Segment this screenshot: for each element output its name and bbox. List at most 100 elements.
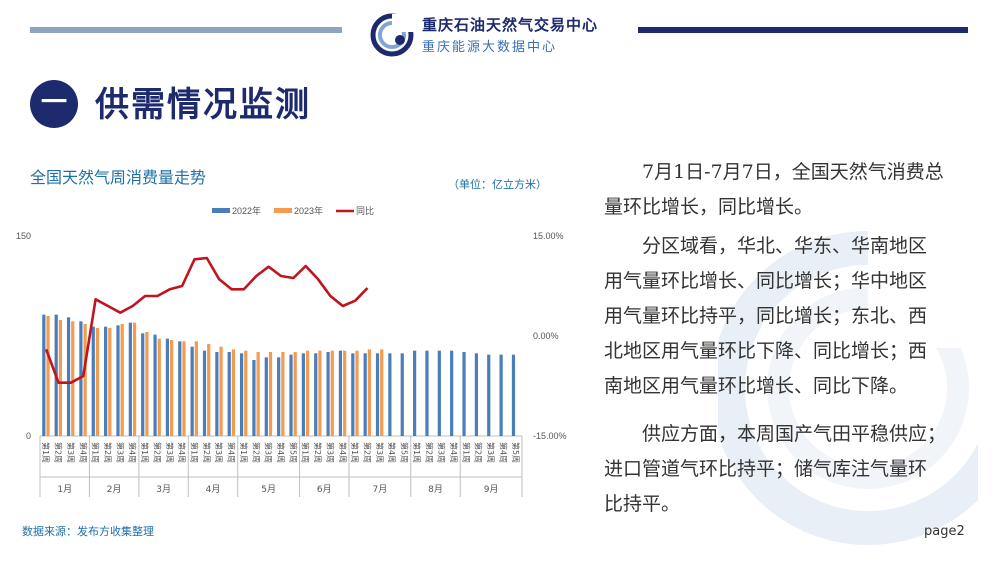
x-tick-week: 第1周: [461, 442, 471, 463]
bar-2023年: [194, 341, 198, 436]
text-block-regional: 分区域看，华北、华东、华南地区 用气量环比增长、同比增长；华中地区 用气量环比持…: [604, 229, 974, 404]
text-line: 7月1日-7月7日，全国天然气消费总: [642, 161, 944, 183]
x-tick-week: 第1周: [301, 442, 311, 463]
text-line: 比持平。: [604, 493, 681, 515]
bar-2022年: [289, 354, 293, 436]
bar-2023年: [281, 352, 285, 436]
x-tick-week: 第4周: [338, 442, 348, 463]
bar-2022年: [474, 353, 479, 436]
x-tick-week: 第2周: [313, 442, 323, 463]
bar-2023年: [305, 350, 310, 436]
x-tick-week: 第4周: [78, 442, 88, 463]
x-tick-week: 第3周: [486, 442, 496, 463]
bar-2022年: [338, 350, 343, 436]
x-tick-week: 第2周: [474, 442, 484, 463]
bar-2022年: [116, 325, 120, 436]
bar-2023年: [170, 340, 174, 436]
header-bar-left: [30, 27, 342, 33]
text-line: 南地区用气量环比增长、同比下降。: [604, 375, 909, 397]
x-tick-week: 第3周: [214, 442, 224, 463]
bar-2023年: [355, 350, 359, 436]
x-tick-week: 第5周: [400, 442, 410, 463]
bar-2023年: [293, 352, 297, 436]
bar-2023年: [318, 350, 322, 436]
bar-2022年: [326, 352, 330, 436]
legend-label: 同比: [356, 205, 374, 216]
x-tick-week: 第4周: [449, 442, 459, 463]
bar-2023年: [58, 320, 63, 436]
x-tick-month: 6月: [317, 484, 332, 495]
x-tick-month: 4月: [206, 484, 221, 495]
x-tick-week: 第3周: [115, 442, 125, 463]
x-tick-week: 第3周: [437, 442, 447, 463]
x-tick-month: 1月: [57, 484, 72, 495]
bar-2022年: [450, 350, 454, 436]
x-tick-month: 8月: [428, 484, 443, 495]
bar-2022年: [91, 326, 95, 436]
chart-unit: （单位：亿立方米）: [448, 178, 547, 191]
org-name: 重庆石油天然气交易中心: [422, 16, 599, 34]
x-tick-week: 第3周: [375, 442, 385, 463]
x-tick-month: 7月: [373, 484, 388, 495]
bar-2022年: [388, 353, 392, 436]
header-bar-right: [638, 27, 968, 33]
bar-2023年: [367, 349, 371, 436]
y-right-tick: 0.00%: [533, 331, 559, 341]
bar-2022年: [141, 333, 145, 436]
org-subname: 重庆能源大数据中心: [422, 40, 558, 55]
x-tick-week: 第4周: [227, 442, 237, 463]
bar-2023年: [132, 322, 137, 436]
bar-2022年: [462, 352, 466, 436]
bar-2023年: [108, 328, 112, 436]
x-tick-week: 第5周: [511, 442, 521, 463]
bar-2023年: [157, 338, 161, 436]
legend-label: 2023年: [294, 205, 323, 216]
x-tick-week: 第1周: [140, 442, 150, 463]
bar-2022年: [202, 350, 207, 436]
x-tick-week: 第1周: [41, 442, 51, 463]
x-tick-week: 第2周: [202, 442, 212, 463]
x-tick-week: 第5周: [288, 442, 298, 463]
y-left-tick: 0: [26, 431, 31, 441]
bar-2023年: [268, 352, 273, 436]
x-tick-week: 第1周: [350, 442, 360, 463]
x-tick-week: 第3周: [165, 442, 175, 463]
bar-2022年: [487, 354, 491, 436]
bar-2023年: [231, 349, 236, 436]
legend-swatch: [212, 208, 230, 213]
bar-2022年: [153, 334, 157, 436]
legend-swatch: [274, 208, 292, 213]
legend-label: 2022年: [232, 205, 261, 216]
bar-2022年: [314, 353, 318, 436]
y-left-tick: 150: [16, 231, 31, 241]
x-tick-week: 第3周: [264, 442, 274, 463]
bar-2022年: [375, 353, 380, 436]
x-tick-week: 第4周: [387, 442, 397, 463]
bar-2023年: [380, 349, 384, 436]
text-line: 分区域看，华北、华东、华南地区: [642, 235, 928, 257]
bar-2022年: [412, 350, 417, 436]
bar-2023年: [244, 350, 248, 436]
bar-2023年: [330, 350, 334, 436]
y-right-tick: -15.00%: [533, 431, 567, 441]
bar-2023年: [219, 346, 223, 436]
bar-2022年: [215, 352, 219, 436]
bar-2023年: [71, 321, 75, 436]
bar-2023年: [182, 341, 186, 436]
x-tick-month: 2月: [107, 484, 122, 495]
text-block-summary: 7月1日-7月7日，全国天然气消费总 量环比增长，同比增长。: [604, 155, 974, 225]
bar-2023年: [207, 344, 211, 436]
x-tick-month: 3月: [156, 484, 171, 495]
bar-2022年: [351, 353, 355, 436]
bar-2022年: [239, 353, 244, 436]
x-tick-week: 第4周: [498, 442, 508, 463]
bar-2022年: [104, 326, 108, 436]
bar-2023年: [95, 328, 100, 436]
page-number: page2: [924, 524, 965, 539]
bar-2022年: [66, 317, 71, 436]
x-tick-week: 第1周: [91, 442, 101, 463]
bar-2022年: [252, 360, 256, 436]
x-tick-week: 第4周: [177, 442, 187, 463]
x-tick-week: 第3周: [66, 442, 76, 463]
bar-2023年: [256, 352, 260, 436]
